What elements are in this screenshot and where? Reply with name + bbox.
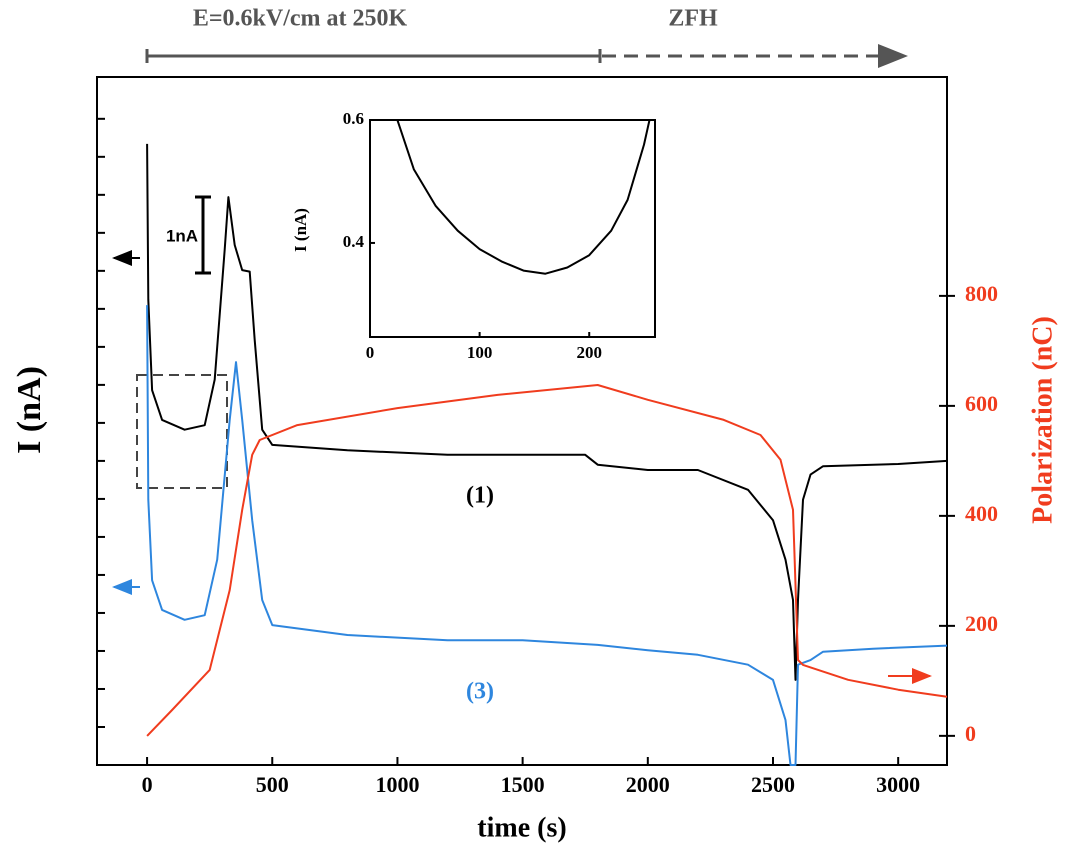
x-tick-label: 1500: [501, 772, 545, 797]
inset-background: [370, 120, 655, 337]
x-tick-label: 2000: [626, 772, 670, 797]
annotation: (1): [466, 483, 494, 509]
x-tick-label: 100: [467, 343, 493, 362]
y2-axis-label: Polarization (nC): [1027, 316, 1058, 524]
plot-frame: [369, 119, 656, 338]
y2-tick-label: 400: [965, 501, 998, 526]
series-line: [146, 305, 948, 766]
x-tick-label: 1000: [375, 772, 419, 797]
annotation: E=0.6kV/cm at 250K: [193, 6, 408, 32]
x-tick-label: 200: [576, 343, 602, 362]
series-line: [146, 384, 948, 737]
y-tick-label: 0.4: [343, 232, 365, 251]
y2-tick-label: 200: [965, 611, 998, 636]
x-axis-label: time (s): [477, 812, 566, 843]
y-axis-label: I (nA): [11, 366, 48, 454]
y-axis-label: I (nA): [291, 208, 310, 252]
annotation: ZFH: [668, 6, 718, 32]
decorations: [112, 195, 932, 684]
top-arrows: [145, 44, 908, 68]
y2-tick-label: 0: [965, 721, 976, 746]
series-line: [396, 119, 651, 275]
x-tick-label: 500: [256, 772, 289, 797]
annotation: 1nA: [166, 226, 198, 245]
y2-tick-label: 600: [965, 391, 998, 416]
x-tick-label: 0: [366, 343, 375, 362]
x-tick-label: 2500: [751, 772, 795, 797]
x-tick-label: 0: [142, 772, 153, 797]
annotation: (3): [466, 679, 494, 705]
y2-tick-label: 800: [965, 281, 998, 306]
y-tick-label: 0.6: [343, 109, 364, 128]
x-tick-label: 3000: [876, 772, 920, 797]
